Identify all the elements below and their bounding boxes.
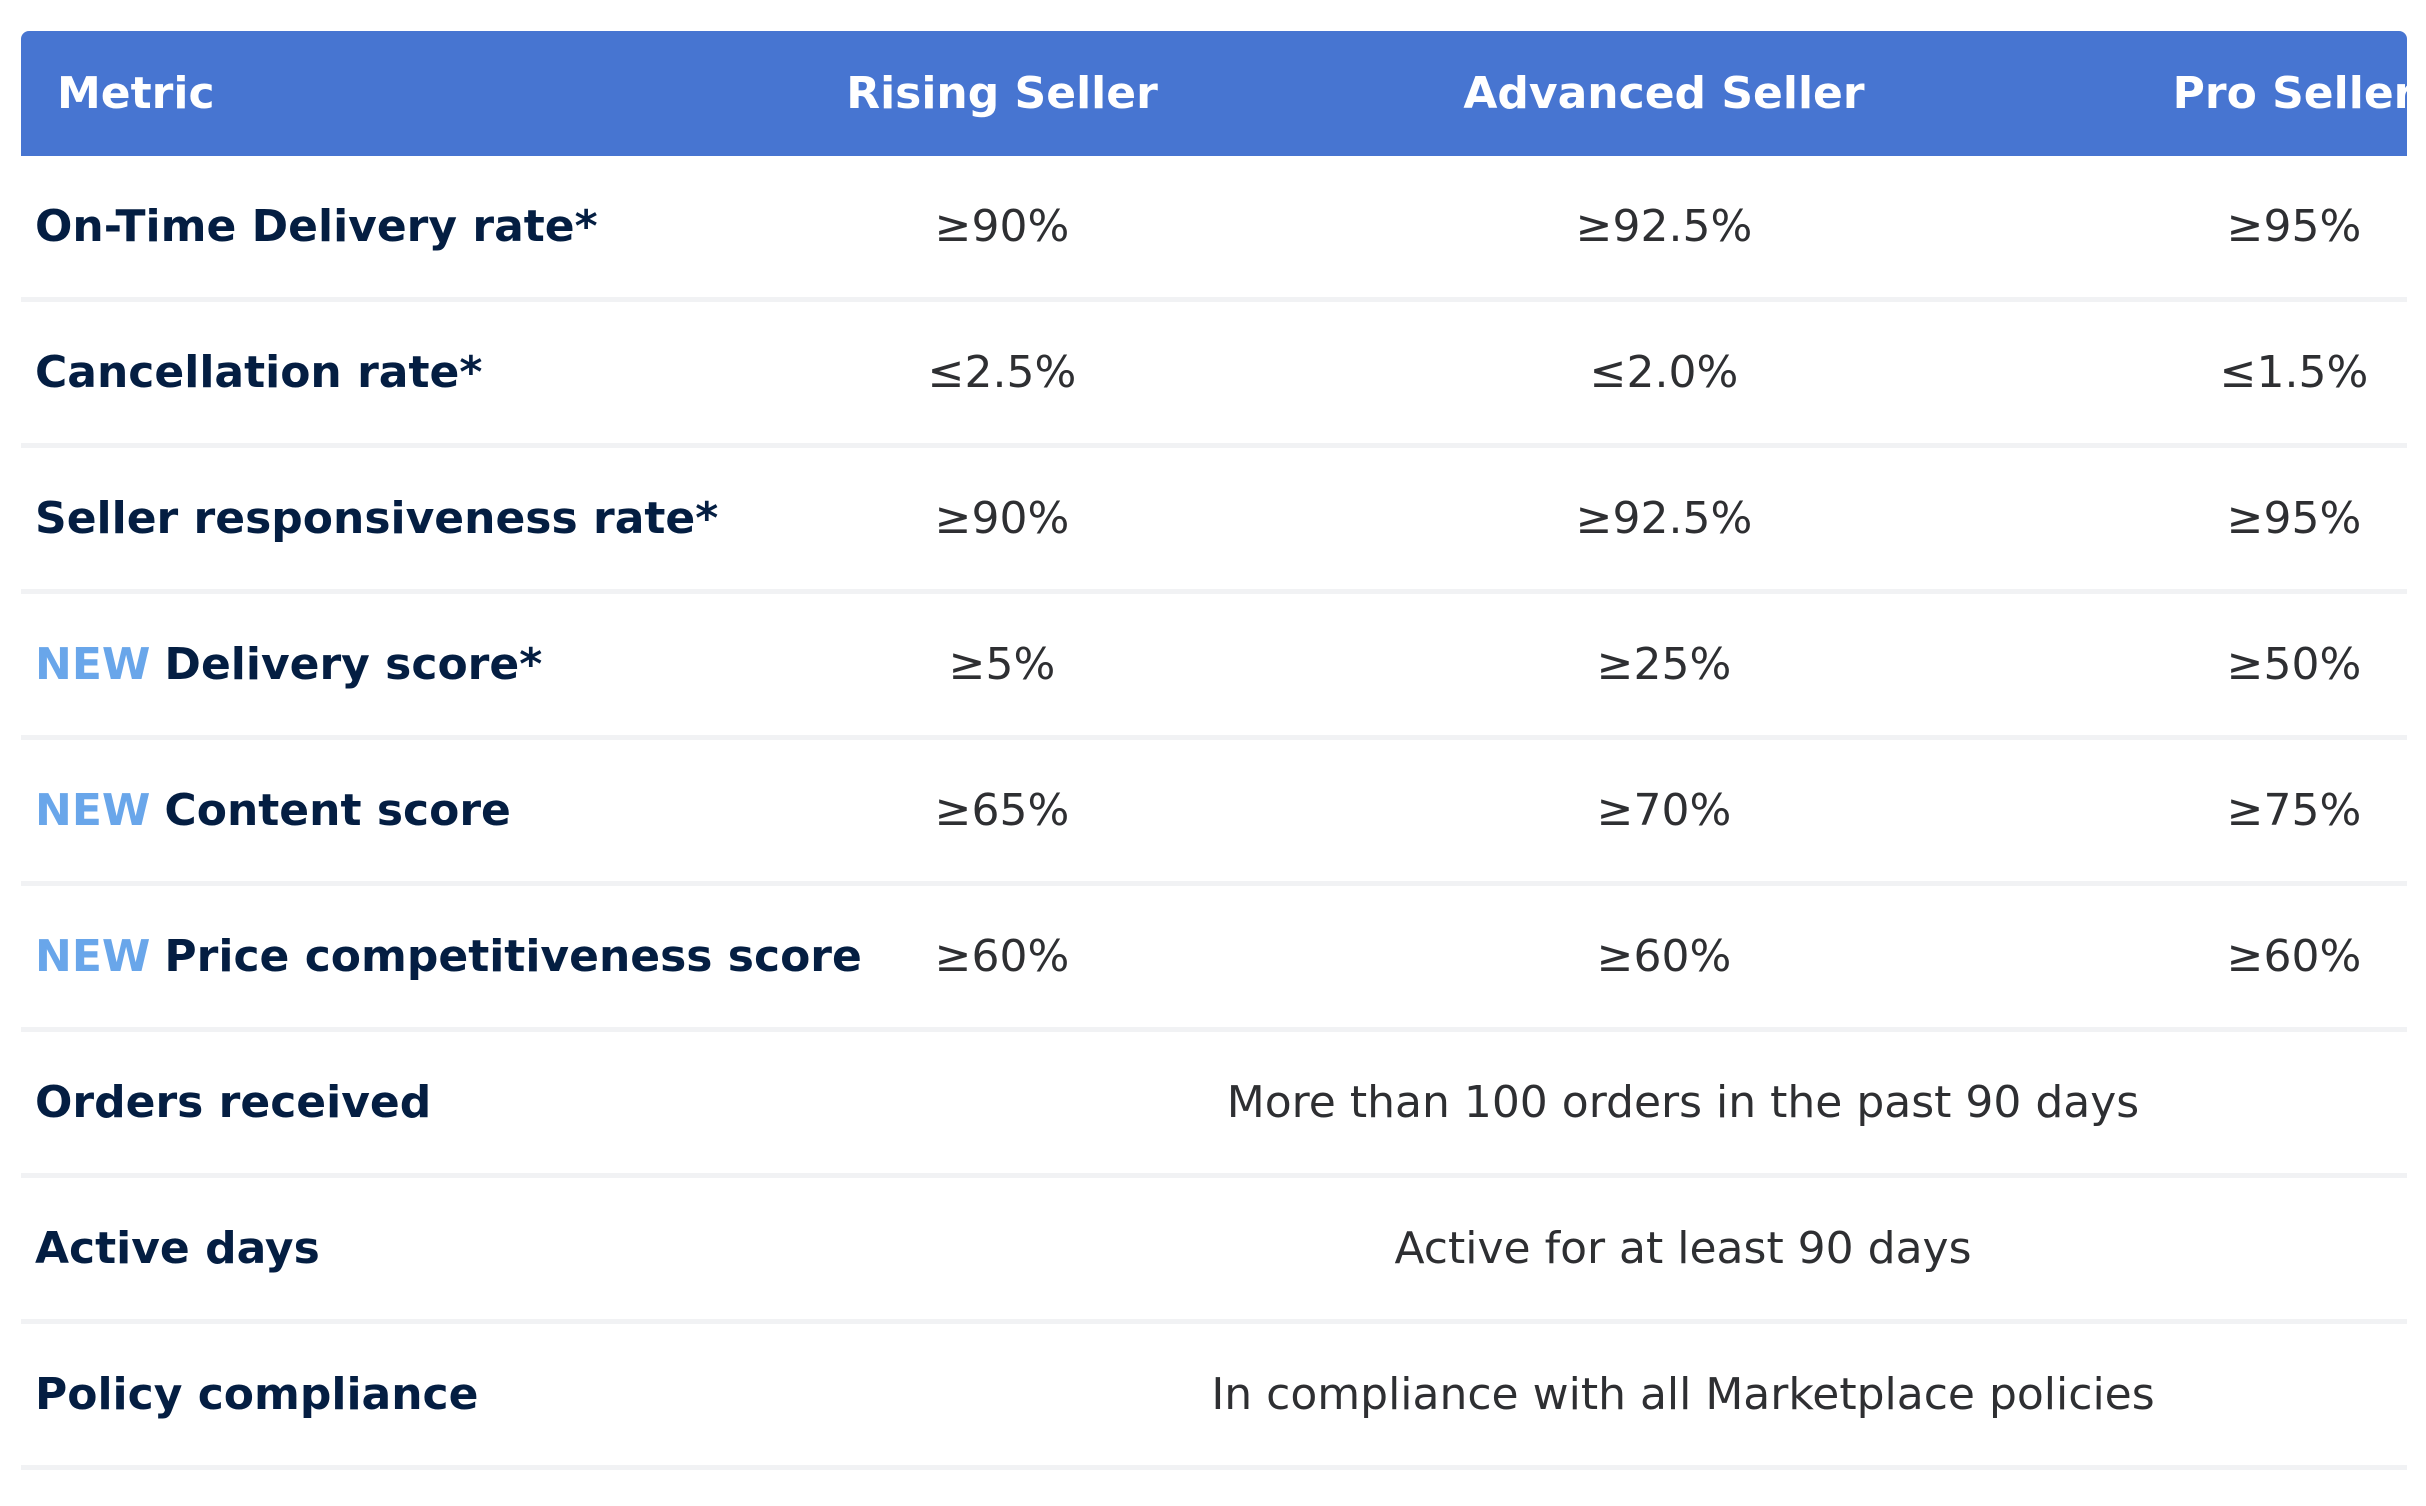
table-row-cancellation: Cancellation rate* ≤2.5% ≤2.0% ≤1.5%	[21, 302, 2407, 448]
rising-value: ≥5%	[948, 639, 1056, 690]
advanced-value: ≥92.5%	[1575, 493, 1753, 544]
pro-value: ≥60%	[2226, 931, 2362, 982]
spanning-value: More than 100 orders in the past 90 days	[1226, 1077, 2140, 1128]
table-row-delivery-score: NEW Delivery score* ≥5% ≥25% ≥50%	[21, 594, 2407, 740]
metric-label: Seller responsiveness rate*	[35, 493, 719, 544]
table-row-seller-responsiveness: Seller responsiveness rate* ≥90% ≥92.5% …	[21, 448, 2407, 594]
metric-label: Policy compliance	[35, 1369, 479, 1420]
rising-value: ≥90%	[934, 201, 1070, 252]
new-badge: NEW	[35, 639, 151, 690]
metric-cell: NEW Delivery score*	[35, 594, 542, 735]
advanced-value: ≥92.5%	[1575, 201, 1753, 252]
advanced-value: ≥60%	[1596, 931, 1732, 982]
pro-value: ≤1.5%	[2219, 347, 2369, 398]
pro-value: ≥95%	[2226, 493, 2362, 544]
spanning-value: In compliance with all Marketplace polic…	[1211, 1369, 2155, 1420]
advanced-value: ≥25%	[1596, 639, 1732, 690]
metric-label: Price competitiveness score	[164, 931, 862, 982]
metric-label: Orders received	[35, 1077, 432, 1128]
table-row-active-days: Active days Active for at least 90 days	[21, 1178, 2407, 1324]
pro-value: ≥50%	[2226, 639, 2362, 690]
advanced-value: ≥70%	[1596, 785, 1732, 836]
spanning-value: Active for at least 90 days	[1394, 1223, 1972, 1274]
table-row-price-competitiveness: NEW Price competitiveness score ≥60% ≥60…	[21, 886, 2407, 1032]
table-row-orders-received: Orders received More than 100 orders in …	[21, 1032, 2407, 1178]
header-advanced-seller: Advanced Seller	[1463, 68, 1865, 119]
advanced-value: ≤2.0%	[1589, 347, 1739, 398]
rising-value: ≥90%	[934, 493, 1070, 544]
metric-label: Content score	[164, 785, 511, 836]
table-header: Metric Rising Seller Advanced Seller Pro…	[21, 31, 2415, 156]
header-pro-seller: Pro Seller	[2172, 68, 2416, 119]
new-badge: NEW	[35, 931, 151, 982]
rising-value: ≥60%	[934, 931, 1070, 982]
rising-value: ≤2.5%	[927, 347, 1077, 398]
metric-label: Active days	[35, 1223, 320, 1274]
metric-cell: NEW Content score	[35, 740, 511, 881]
table-row-policy-compliance: Policy compliance In compliance with all…	[21, 1324, 2407, 1470]
table-row-content-score: NEW Content score ≥65% ≥70% ≥75%	[21, 740, 2407, 886]
header-rising-seller: Rising Seller	[846, 68, 1158, 119]
pro-value: ≥75%	[2226, 785, 2362, 836]
metric-label: Cancellation rate*	[35, 347, 483, 398]
metric-label: Delivery score*	[164, 639, 543, 690]
seller-metrics-table: Metric Rising Seller Advanced Seller Pro…	[21, 31, 2415, 1470]
rising-value: ≥65%	[934, 785, 1070, 836]
new-badge: NEW	[35, 785, 151, 836]
metric-cell: NEW Price competitiveness score	[35, 886, 862, 1027]
metric-label: On-Time Delivery rate*	[35, 201, 598, 252]
table-row-on-time-delivery: On-Time Delivery rate* ≥90% ≥92.5% ≥95%	[21, 156, 2407, 302]
pro-value: ≥95%	[2226, 201, 2362, 252]
header-metric: Metric	[57, 68, 215, 119]
